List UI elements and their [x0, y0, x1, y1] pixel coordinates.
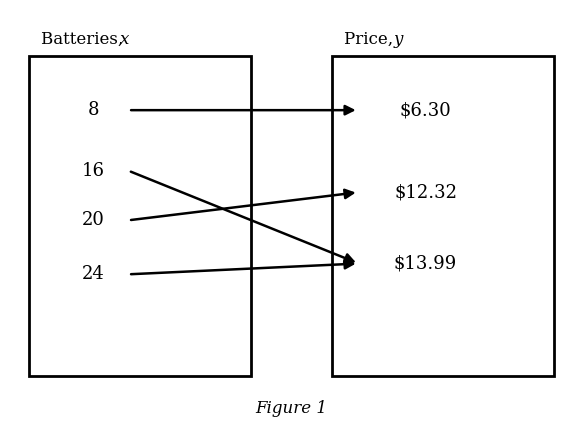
Text: x: x — [120, 31, 129, 48]
Bar — [332, 56, 554, 376]
Text: $12.32: $12.32 — [394, 183, 457, 201]
Text: 8: 8 — [87, 101, 99, 119]
Text: Batteries,: Batteries, — [41, 31, 128, 48]
Bar — [29, 56, 251, 376]
Text: y: y — [394, 31, 403, 48]
Text: $6.30: $6.30 — [400, 101, 451, 119]
Text: Figure 1: Figure 1 — [255, 400, 328, 417]
Text: 24: 24 — [82, 265, 105, 283]
Text: 16: 16 — [82, 162, 105, 180]
Text: $13.99: $13.99 — [394, 254, 457, 273]
Text: Price,: Price, — [344, 31, 398, 48]
Text: 20: 20 — [82, 211, 105, 229]
